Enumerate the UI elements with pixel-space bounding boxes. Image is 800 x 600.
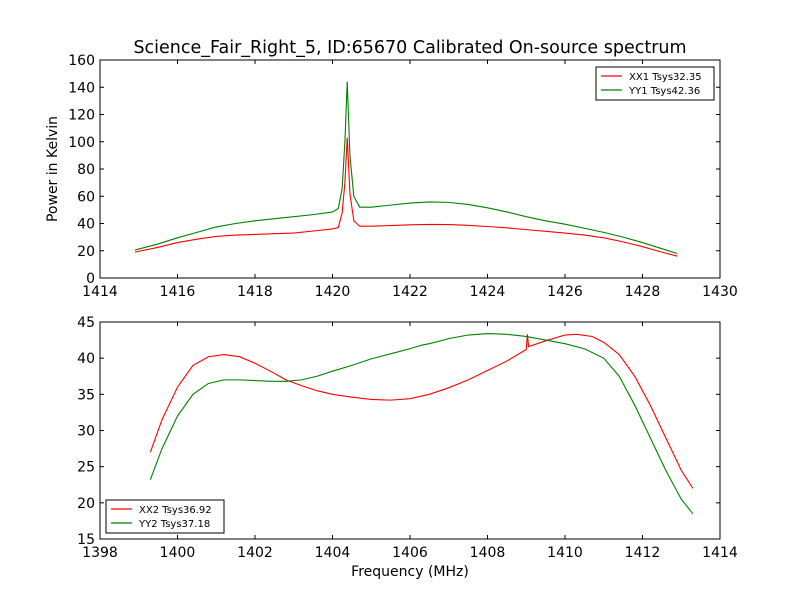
chart-panel-2: 1398 1400 1402 1404 1406 1408 1410 1412 1414 15 20… — [77, 315, 738, 580]
x-tick-label: 1414 — [82, 284, 118, 300]
x-tick-label: 1408 — [470, 545, 506, 561]
y-tick-label: 80 — [77, 162, 95, 178]
legend: XX1 Tsys32.35 YY1 Tsys42.36 — [595, 66, 715, 101]
chart-panel-1: 1414 1416 1418 1420 1422 1424 1426 1428 1430 0 20 4… — [45, 53, 738, 300]
x-tick-label: 1418 — [237, 284, 273, 300]
series-line-2-1 — [149, 333, 694, 489]
x-tick-label: 1410 — [547, 545, 583, 561]
x-tick-label: 1400 — [160, 545, 196, 561]
y-tick-label: 35 — [77, 387, 95, 403]
y-tick-label: 140 — [68, 80, 95, 96]
legend-box — [105, 499, 225, 534]
x-tick-label: 1412 — [625, 545, 661, 561]
y-tick-label: 120 — [68, 108, 95, 124]
y-tick-label: 45 — [77, 315, 95, 331]
y-tick-label: 20 — [77, 496, 95, 512]
y-tick-label: 40 — [77, 217, 95, 233]
legend-box — [595, 66, 715, 101]
series-line-1-2 — [134, 81, 678, 254]
y-tick-label: 160 — [68, 53, 95, 69]
x-tick-label: 1422 — [392, 284, 428, 300]
y-tick-label: 15 — [77, 532, 95, 548]
chart-panels: 1414 1416 1418 1420 1422 1424 1426 1428 1430 0 20 4… — [45, 53, 738, 580]
legend: XX2 Tsys36.92 YY2 Tsys37.18 — [105, 499, 225, 534]
x-tick-label: 1426 — [547, 284, 583, 300]
x-axis-label: Frequency (MHz) — [351, 564, 469, 580]
x-tick-label: 1414 — [702, 545, 738, 561]
x-tick-label: 1430 — [702, 284, 738, 300]
y-tick-label: 40 — [77, 351, 95, 367]
y-tick-label: 60 — [77, 189, 95, 205]
legend-entry: XX2 Tsys36.92 — [139, 505, 212, 516]
x-tick-label: 1404 — [315, 545, 351, 561]
x-tick-label: 1402 — [237, 545, 273, 561]
x-tick-label: 1406 — [392, 545, 428, 561]
x-tick-label: 1424 — [470, 284, 506, 300]
y-tick-label: 25 — [77, 460, 95, 476]
x-tick-label: 1398 — [82, 545, 118, 561]
y-tick-label: 20 — [77, 244, 95, 260]
y-tick-label: 100 — [68, 135, 95, 151]
legend-entry: YY2 Tsys37.18 — [138, 519, 210, 530]
figure-title: Science_Fair_Right_5, ID:65670 Calibrate… — [133, 38, 686, 58]
x-tick-label: 1416 — [160, 284, 196, 300]
x-tick-label: 1428 — [625, 284, 661, 300]
y-axis-label: Power in Kelvin — [45, 116, 61, 222]
legend-entry: XX1 Tsys32.35 — [629, 72, 702, 83]
y-tick-label: 30 — [77, 424, 95, 440]
series-line-1-1 — [134, 137, 678, 257]
y-tick-label: 0 — [86, 271, 95, 287]
series-line-2-2 — [149, 333, 694, 515]
legend-entry: YY1 Tsys42.36 — [628, 86, 700, 97]
x-tick-label: 1420 — [315, 284, 351, 300]
